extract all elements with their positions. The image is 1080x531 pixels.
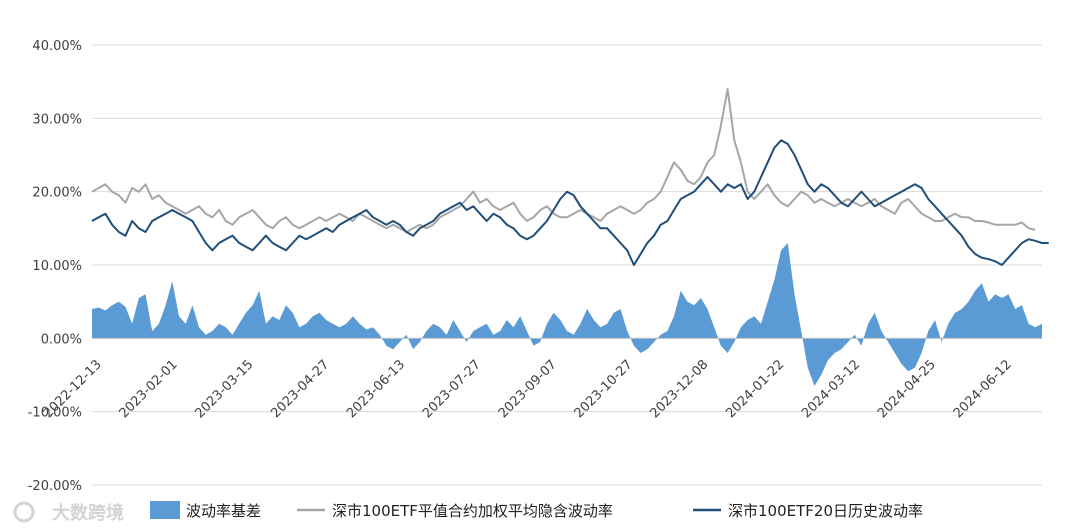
series-area-basis [92, 243, 1042, 386]
watermark: 大数跨境 [13, 501, 124, 524]
y-tick-label: 30.00% [32, 112, 82, 127]
series-line-implied-vol [91, 88, 1036, 233]
gridlines [92, 44, 1042, 486]
logo-icon [13, 501, 35, 523]
series-line-historical-vol [91, 139, 1049, 266]
y-tick-label: -10.00% [28, 406, 82, 421]
legend-label-hv: 深市100ETF20日历史波动率 [728, 502, 923, 520]
y-tick-label: 10.00% [32, 259, 82, 274]
series-lines [91, 88, 1049, 266]
y-tick-label: 40.00% [32, 39, 82, 54]
legend-swatch-area [150, 501, 180, 519]
y-tick-label: -20.00% [28, 479, 82, 494]
legend-label-area: 波动率基差 [186, 502, 261, 520]
legend: 波动率基差 深市100ETF平值合约加权平均隐含波动率 深市100ETF20日历… [150, 501, 923, 520]
y-axis-ticks: 40.00% 30.00% 20.00% 10.00% 0.00% -10.00% -20.… [28, 39, 82, 494]
watermark-text: 大数跨境 [52, 502, 124, 524]
series-area-path [92, 243, 1042, 386]
y-tick-label: 20.00% [32, 186, 82, 201]
legend-label-iv: 深市100ETF平值合约加权平均隐含波动率 [332, 502, 613, 520]
y-tick-label: 0.00% [41, 332, 82, 347]
